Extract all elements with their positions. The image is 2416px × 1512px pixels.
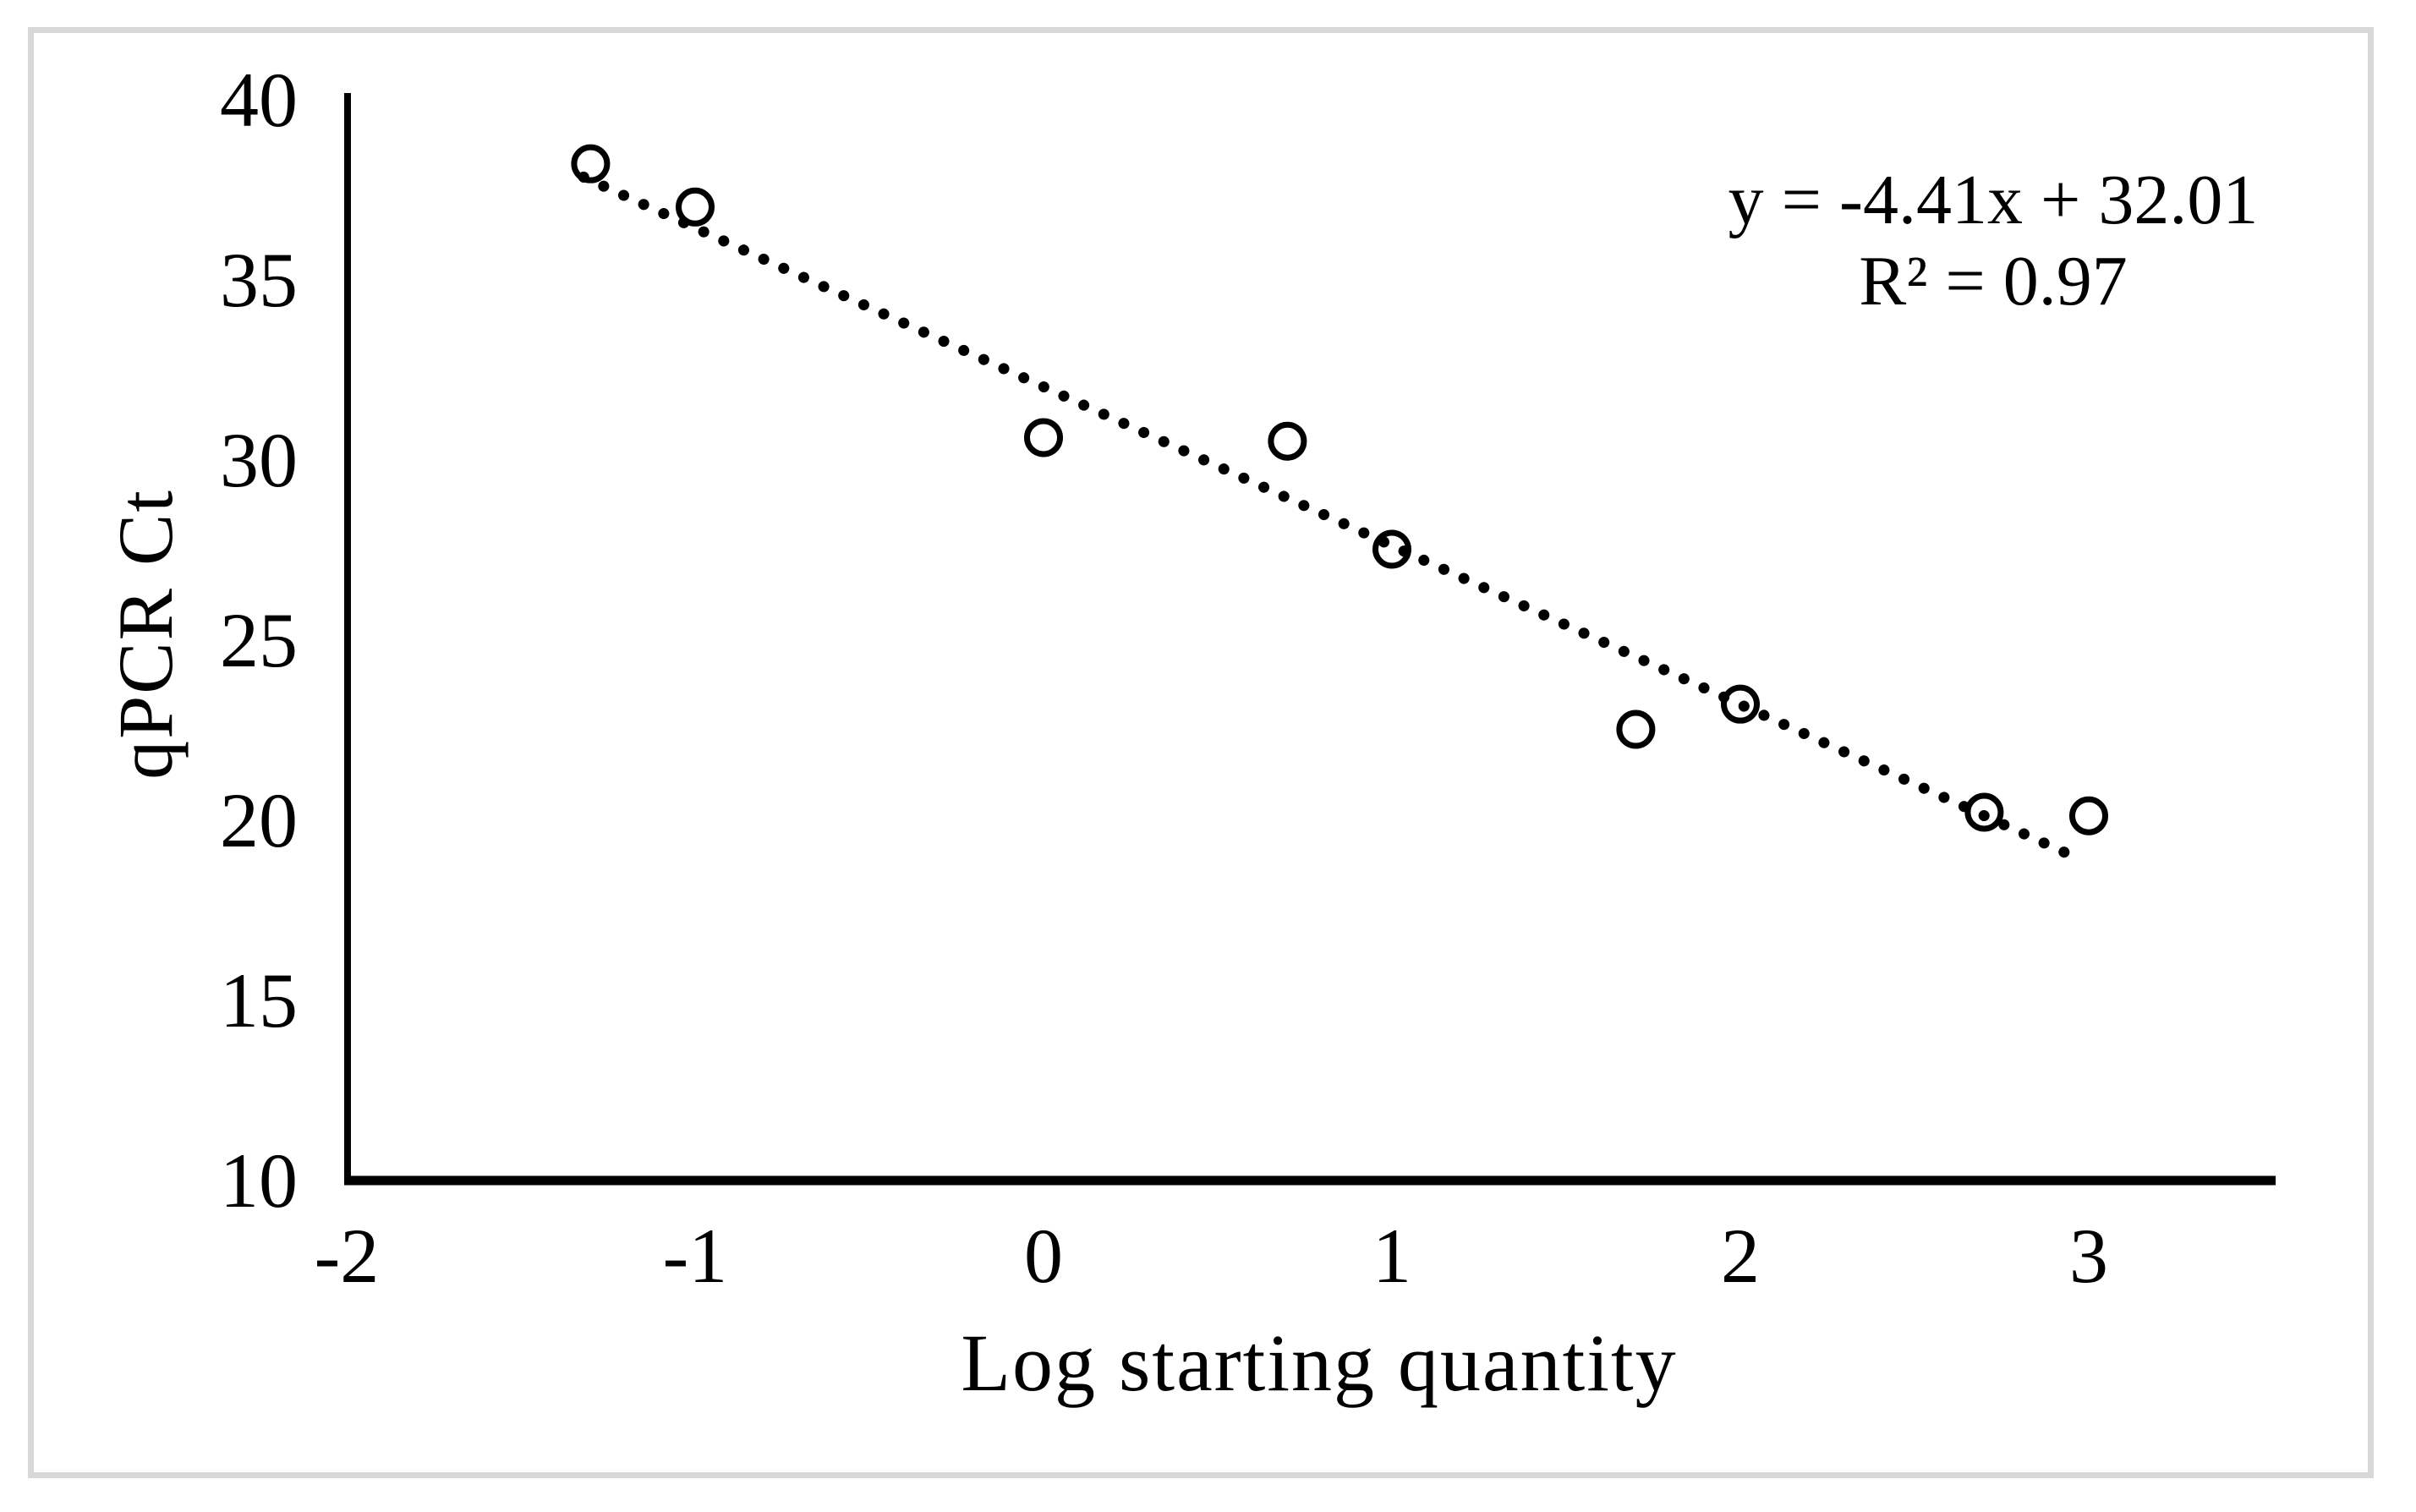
data-point xyxy=(1268,421,1307,461)
data-point xyxy=(1024,418,1063,457)
x-axis-title: Log starting quantity xyxy=(961,1318,1678,1408)
data-point xyxy=(1616,709,1656,749)
y-tick-label: 15 xyxy=(220,957,298,1044)
y-tick-label: 30 xyxy=(220,417,298,503)
y-tick-label: 10 xyxy=(220,1137,298,1224)
data-point xyxy=(571,144,611,184)
data-point xyxy=(1721,684,1760,724)
x-tick-label: 2 xyxy=(1721,1213,1760,1299)
x-tick-label: 0 xyxy=(1024,1213,1063,1299)
y-axis-title: qPCR Ct xyxy=(102,489,189,780)
data-point xyxy=(676,187,715,227)
trendline-equation: y = -4.41x + 32.01 R² = 0.97 xyxy=(1728,160,2259,322)
trendline-equation-line1: y = -4.41x + 32.01 xyxy=(1728,161,2259,239)
data-point xyxy=(1964,792,2004,832)
figure-border xyxy=(28,27,2374,1478)
x-tick-label: 3 xyxy=(2069,1213,2108,1299)
y-tick-label: 20 xyxy=(220,777,298,863)
trendline-equation-line2: R² = 0.97 xyxy=(1859,242,2128,320)
y-tick-label: 35 xyxy=(220,237,298,323)
x-tick-label: 1 xyxy=(1372,1213,1411,1299)
x-tick-label: -2 xyxy=(315,1213,380,1299)
y-tick-label: 40 xyxy=(220,57,298,143)
x-tick-label: -1 xyxy=(663,1213,728,1299)
y-tick-label: 25 xyxy=(220,597,298,683)
data-point xyxy=(1372,529,1411,569)
data-point xyxy=(2069,796,2108,835)
